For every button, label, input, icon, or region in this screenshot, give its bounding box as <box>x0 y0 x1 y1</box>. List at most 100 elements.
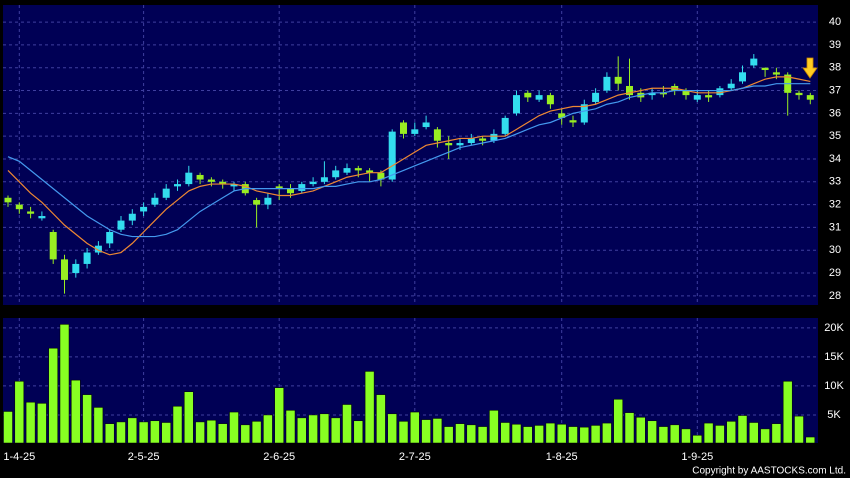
candle-body <box>806 95 814 100</box>
volume-bar <box>297 417 307 444</box>
candle-body <box>15 204 23 210</box>
x-tick-label: 1-9-25 <box>681 451 713 463</box>
y-tick-label: 37 <box>829 84 841 96</box>
candle-body <box>196 174 204 180</box>
y-tick-label: 15K <box>824 351 844 363</box>
volume-bar <box>658 426 669 444</box>
volume-bar <box>25 401 36 444</box>
candle-body <box>275 186 283 189</box>
candle-body <box>456 143 464 146</box>
candle-body <box>207 179 215 182</box>
volume-bar <box>613 399 623 444</box>
candle-body <box>140 206 148 212</box>
candle-body <box>716 88 724 96</box>
candle-body <box>682 90 690 96</box>
volume-bar <box>568 426 578 444</box>
y-tick-label: 30 <box>829 244 841 256</box>
volume-bar <box>48 347 58 444</box>
volume-bar <box>14 381 25 444</box>
volume-bar <box>138 421 149 444</box>
copyright: Copyright by AASTOCKS.com Ltd. <box>692 466 846 477</box>
volume-bar <box>466 424 477 444</box>
candle-body <box>354 168 362 171</box>
volume-bar <box>669 424 680 444</box>
candle-body <box>332 170 340 178</box>
candle-body <box>287 188 294 194</box>
volume-bar <box>455 423 465 444</box>
volume-bar <box>285 410 296 444</box>
candle-body <box>513 95 520 114</box>
candle-body <box>603 76 611 91</box>
candle-body <box>174 184 181 187</box>
y-tick-label: 39 <box>829 39 841 51</box>
candle-body <box>38 216 46 219</box>
volume-bar <box>59 324 70 444</box>
volume-bar <box>398 421 409 444</box>
volume-bar <box>150 420 160 444</box>
volume-bar <box>206 419 217 444</box>
volume-bar <box>477 426 488 444</box>
volume-bar <box>556 424 567 444</box>
x-tick-label: 2-6-25 <box>263 451 295 463</box>
candle-body <box>479 138 487 141</box>
candle-body <box>490 133 498 141</box>
moving-average <box>7 83 811 238</box>
volume-bar <box>116 421 126 444</box>
volume-bar <box>308 414 318 444</box>
volume-bar <box>195 421 205 444</box>
signal-arrow <box>802 57 818 79</box>
volume-bar <box>692 435 703 444</box>
volume-bar <box>376 394 386 444</box>
candle-body <box>388 131 396 180</box>
volume-bar <box>579 426 590 444</box>
volume-bar <box>127 417 138 444</box>
candle-body <box>739 72 746 82</box>
volume-bar <box>500 422 510 444</box>
candle-body <box>614 76 622 84</box>
candle-body <box>151 197 159 205</box>
candle-body <box>467 138 475 144</box>
candle-body <box>400 122 407 134</box>
volume-bar <box>782 381 793 444</box>
candle-body <box>27 211 35 214</box>
volume-bar <box>432 418 443 444</box>
moving-average <box>7 76 811 256</box>
volume-bar <box>749 422 759 444</box>
volume-bar <box>602 422 612 444</box>
volume-bar <box>3 411 13 444</box>
volume-bar <box>771 423 782 444</box>
volume-bar <box>681 428 691 444</box>
volume-bar <box>251 421 262 444</box>
volume-bar <box>353 420 364 444</box>
volume-bar <box>534 425 544 444</box>
volume-bar <box>229 411 239 444</box>
candle-body <box>761 67 769 71</box>
candle-body <box>309 181 317 185</box>
candle-body <box>298 184 306 191</box>
volume-bar <box>760 428 770 444</box>
candle-body <box>162 188 170 198</box>
candle-body <box>795 92 803 96</box>
y-tick-label: 36 <box>829 107 841 119</box>
candle-body <box>626 85 633 96</box>
candle-body <box>106 231 114 244</box>
candle-body <box>433 129 441 141</box>
volume-bar <box>489 410 499 444</box>
candle-body <box>524 92 532 98</box>
candle-body <box>580 104 588 123</box>
volume-bar <box>590 425 601 444</box>
volume-bar <box>726 421 736 444</box>
x-tick-label: 2-7-25 <box>399 451 431 463</box>
volume-bar <box>545 422 556 444</box>
candle-body <box>377 172 385 180</box>
candle-body <box>592 92 600 102</box>
volume-bar <box>37 403 47 444</box>
volume-bar <box>511 424 522 444</box>
candle-body <box>366 170 374 173</box>
volume-bar <box>737 415 748 444</box>
candle-body <box>648 92 656 96</box>
y-tick-label: 20K <box>824 322 844 334</box>
volume-bar <box>805 436 816 444</box>
candle-body <box>61 259 68 280</box>
